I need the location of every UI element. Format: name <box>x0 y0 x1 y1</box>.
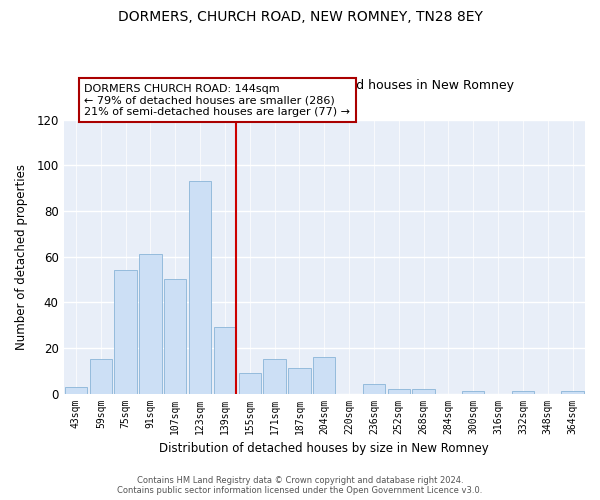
Bar <box>139 254 161 394</box>
Bar <box>288 368 311 394</box>
Bar <box>462 392 484 394</box>
Bar <box>115 270 137 394</box>
Bar <box>562 392 584 394</box>
Bar <box>65 386 87 394</box>
Bar <box>412 389 435 394</box>
Title: Size of property relative to detached houses in New Romney: Size of property relative to detached ho… <box>134 79 514 92</box>
Text: Contains HM Land Registry data © Crown copyright and database right 2024.
Contai: Contains HM Land Registry data © Crown c… <box>118 476 482 495</box>
Bar <box>512 392 534 394</box>
Text: DORMERS, CHURCH ROAD, NEW ROMNEY, TN28 8EY: DORMERS, CHURCH ROAD, NEW ROMNEY, TN28 8… <box>118 10 482 24</box>
Bar <box>214 328 236 394</box>
Bar <box>388 389 410 394</box>
Bar <box>189 181 211 394</box>
X-axis label: Distribution of detached houses by size in New Romney: Distribution of detached houses by size … <box>160 442 489 455</box>
Y-axis label: Number of detached properties: Number of detached properties <box>15 164 28 350</box>
Bar <box>239 373 261 394</box>
Text: DORMERS CHURCH ROAD: 144sqm
← 79% of detached houses are smaller (286)
21% of se: DORMERS CHURCH ROAD: 144sqm ← 79% of det… <box>85 84 350 117</box>
Bar <box>164 280 187 394</box>
Bar <box>263 360 286 394</box>
Bar <box>313 357 335 394</box>
Bar <box>89 360 112 394</box>
Bar <box>363 384 385 394</box>
